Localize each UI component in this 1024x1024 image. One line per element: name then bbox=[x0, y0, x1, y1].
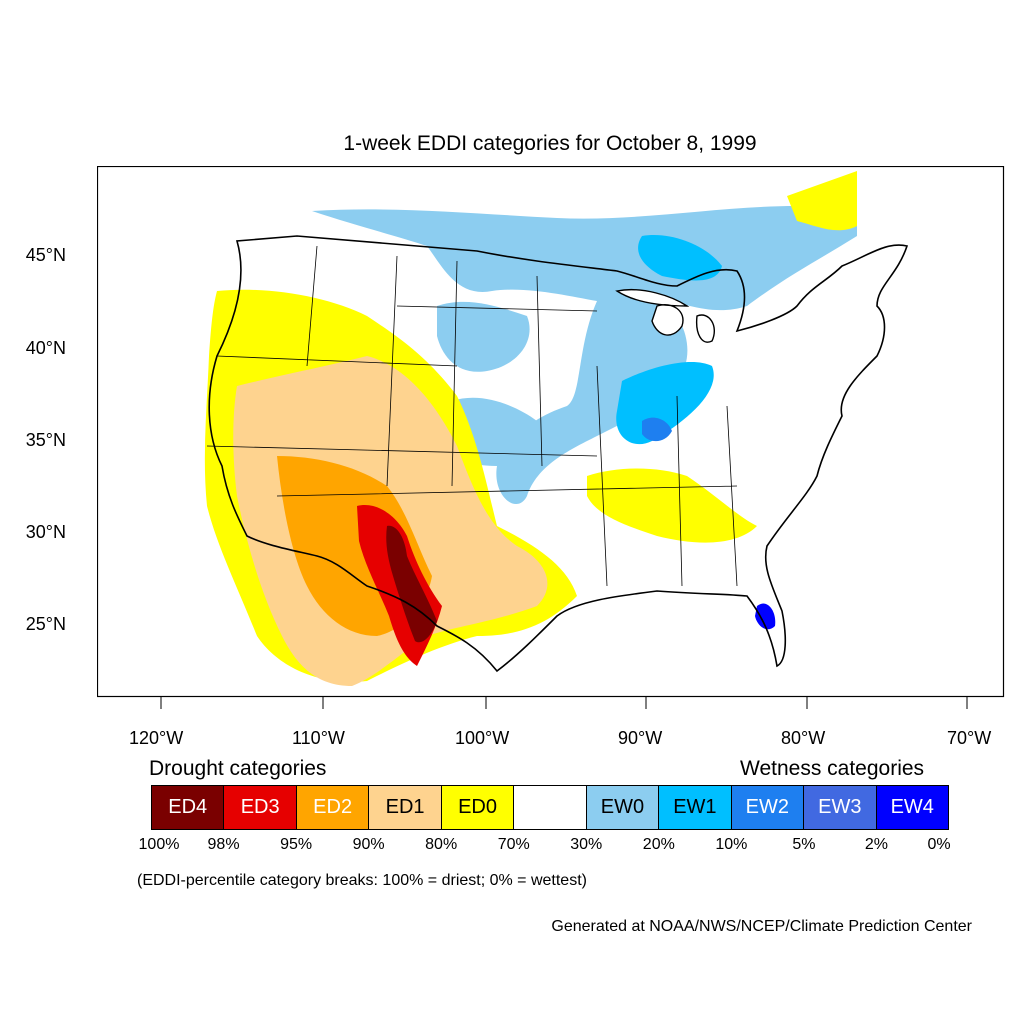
us-outline bbox=[208, 235, 909, 673]
legend-break-label: 80% bbox=[425, 836, 458, 853]
category-legend: ED4 ED3 ED2 ED1 ED0 EW0 EW1 EW2 EW3 EW4 bbox=[151, 785, 949, 830]
lon-ticks bbox=[160, 697, 968, 709]
legend-swatch-ed3: ED3 bbox=[224, 786, 297, 829]
legend-break-label: 30% bbox=[570, 836, 603, 853]
credit-text: Generated at NOAA/NWS/NCEP/Climate Predi… bbox=[551, 918, 972, 935]
wetness-region-north bbox=[312, 176, 857, 311]
wetness-deep-indiana bbox=[642, 417, 672, 442]
legend-break-label: 100% bbox=[138, 836, 180, 853]
legend-swatch-ed4: ED4 bbox=[152, 786, 225, 829]
lon-label-110: 110°W bbox=[292, 728, 345, 748]
legend-break-label: 90% bbox=[352, 836, 385, 853]
legend-note: (EDDI-percentile category breaks: 100% =… bbox=[137, 872, 587, 889]
great-lakes bbox=[615, 289, 715, 343]
lat-label-45: 45°N bbox=[25, 245, 66, 265]
lat-label-40: 40°N bbox=[25, 338, 66, 358]
legend-swatch-ew0: EW0 bbox=[586, 786, 660, 829]
legend-break-label: 2% bbox=[864, 836, 889, 853]
drought-yellow-southeast bbox=[587, 468, 757, 543]
lon-label-100: 100°W bbox=[455, 728, 510, 748]
drought-heading: Drought categories bbox=[149, 757, 327, 780]
legend-break-label: 95% bbox=[280, 836, 313, 853]
wetness-deep-florida bbox=[755, 603, 776, 630]
legend-break-label: 20% bbox=[642, 836, 675, 853]
map-panel bbox=[97, 166, 1005, 698]
drought-yellow-northeast bbox=[787, 171, 857, 231]
lat-label-25: 25°N bbox=[25, 614, 66, 634]
lon-label-80: 80°W bbox=[781, 728, 826, 748]
lon-label-70: 70°W bbox=[947, 728, 992, 748]
wetness-region-lakes bbox=[496, 286, 688, 505]
legend-swatch-ew2: EW2 bbox=[731, 786, 805, 829]
lon-label-90: 90°W bbox=[618, 728, 663, 748]
legend-break-label: 0% bbox=[927, 836, 951, 853]
lat-label-30: 30°N bbox=[25, 522, 66, 542]
wetness-core-ohio bbox=[616, 361, 714, 445]
legend-swatch-normal bbox=[514, 786, 587, 829]
legend-swatch-ed2: ED2 bbox=[296, 786, 370, 829]
state-borders bbox=[206, 245, 738, 587]
map-title: 1-week EDDI categories for October 8, 19… bbox=[343, 132, 757, 155]
lon-label-120: 120°W bbox=[129, 728, 184, 748]
legend-swatch-ew1: EW1 bbox=[659, 786, 732, 829]
drought-ed4-core bbox=[386, 525, 437, 643]
legend-break-label: 5% bbox=[792, 836, 816, 853]
legend-break-label: 70% bbox=[497, 836, 530, 853]
lat-label-35: 35°N bbox=[25, 430, 66, 450]
legend-break-label: 10% bbox=[715, 836, 748, 853]
legend-break-label: 98% bbox=[207, 836, 240, 853]
legend-swatch-ed1: ED1 bbox=[369, 786, 442, 829]
wetness-core-north bbox=[638, 235, 722, 281]
legend-swatch-ed0: ED0 bbox=[441, 786, 515, 829]
wetness-heading: Wetness categories bbox=[740, 757, 925, 780]
legend-swatch-ew4: EW4 bbox=[876, 786, 948, 829]
legend-swatch-ew3: EW3 bbox=[804, 786, 877, 829]
wetness-region-plains bbox=[437, 301, 530, 372]
